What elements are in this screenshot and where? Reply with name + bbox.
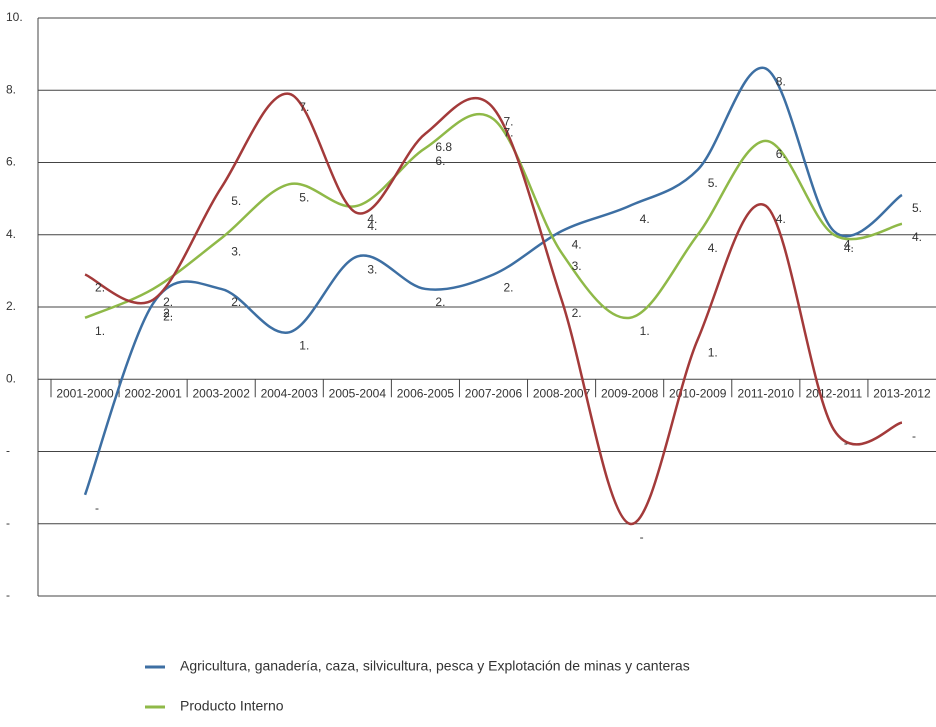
y-tick-label: 8. [6, 82, 16, 96]
x-tick-label: 2005-2004 [329, 386, 387, 400]
x-tick-label: 2007-2006 [465, 386, 523, 400]
data-label: - [95, 501, 99, 515]
data-label: 7. [504, 114, 514, 128]
x-tick-label: 2012-2011 [806, 386, 863, 400]
data-label: 4. [367, 219, 377, 233]
data-label: 6. [776, 147, 786, 161]
x-tick-label: 2004-2003 [261, 386, 319, 400]
data-label: 4. [708, 241, 718, 255]
data-label: 4. [912, 230, 922, 244]
data-label: 7. [299, 100, 309, 114]
x-tick-label: 2009-2008 [601, 386, 659, 400]
x-tick-label: 2010-2009 [669, 386, 727, 400]
data-label: - [640, 530, 644, 544]
data-label: 2. [435, 295, 445, 309]
data-label: 4. [844, 237, 854, 251]
data-label: 3. [231, 245, 241, 259]
y-tick-label: - [6, 444, 10, 458]
data-label: 5. [299, 190, 309, 204]
data-label: 1. [299, 338, 309, 352]
data-label: 4. [844, 241, 854, 255]
data-label: 2. [163, 310, 173, 324]
series-line [84, 92, 903, 526]
x-tick-label: 2002-2001 [124, 386, 182, 400]
data-label: 4. [367, 212, 377, 226]
y-tick-label: 2. [6, 299, 16, 313]
x-tick-label: 2001-2000 [56, 386, 114, 400]
y-tick-label: 4. [6, 227, 16, 241]
legend-label: Producto Interno [180, 698, 284, 714]
data-label: 6. [435, 154, 445, 168]
y-tick-label: 10. [6, 10, 23, 24]
x-tick-label: 2013-2012 [873, 386, 931, 400]
data-label: 5. [231, 194, 241, 208]
y-tick-label: 6. [6, 155, 16, 169]
data-label: 2. [572, 306, 582, 320]
data-label: 4. [572, 237, 582, 251]
data-label: - [844, 436, 848, 450]
data-label: 2. [504, 281, 514, 295]
data-label: 4. [640, 212, 650, 226]
y-tick-label: 0. [6, 371, 16, 385]
data-label: 5. [708, 176, 718, 190]
data-label: 3. [572, 259, 582, 273]
data-label: 2. [95, 281, 105, 295]
data-label: 3. [367, 263, 377, 277]
data-label: 4. [776, 212, 786, 226]
y-tick-label: - [6, 588, 10, 602]
x-tick-label: 2008-2007 [533, 386, 591, 400]
data-label: - [912, 429, 916, 443]
data-label: 1. [708, 346, 718, 360]
legend-label: Agricultura, ganadería, caza, silvicultu… [180, 658, 690, 674]
data-label: 5. [912, 201, 922, 215]
series-line [83, 66, 903, 496]
x-tick-label: 2006-2005 [397, 386, 455, 400]
x-tick-label: 2011-2010 [738, 386, 795, 400]
data-label: 2. [231, 295, 241, 309]
x-tick-label: 2003-2002 [192, 386, 250, 400]
y-tick-label: - [6, 516, 10, 530]
data-label: 8. [776, 75, 786, 89]
data-label: 7. [504, 125, 514, 139]
data-label: 2. [163, 295, 173, 309]
data-label: 1. [95, 324, 105, 338]
legend: Agricultura, ganadería, caza, silvicultu… [145, 658, 690, 714]
data-label: 6.8 [435, 140, 452, 154]
data-label: 2. [163, 306, 173, 320]
data-label: 1. [640, 324, 650, 338]
